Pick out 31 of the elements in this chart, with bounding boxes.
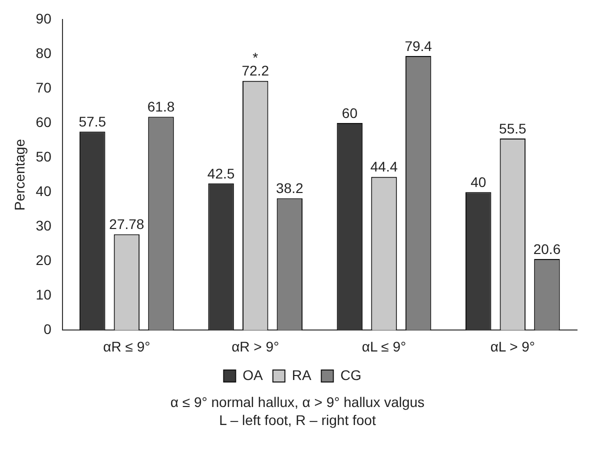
x-tick-label: αR > 9° — [232, 338, 280, 354]
data-label: 38.2 — [276, 180, 304, 196]
data-label: 42.5 — [207, 165, 235, 182]
y-tick-label: 80 — [36, 44, 52, 61]
data-label: 79.4 — [404, 38, 432, 54]
x-tick-label: αL ≤ 9° — [362, 338, 406, 354]
data-label: 60 — [342, 104, 358, 121]
data-label: 61.8 — [147, 98, 175, 115]
y-tick-label: 30 — [36, 217, 52, 234]
y-tick-label: 60 — [36, 114, 52, 130]
y-tick-label: 50 — [36, 148, 52, 164]
data-label: 57.5 — [78, 113, 106, 130]
text: L – left foot, R – right foot — [218, 411, 377, 429]
y-axis-title: Percentage — [11, 138, 28, 211]
legend-label: CG — [340, 366, 362, 383]
x-tick-label: αL > 9° — [490, 338, 536, 354]
data-label: 40 — [470, 174, 486, 190]
y-tick-label: 0 — [44, 321, 52, 338]
legend-label: OA — [242, 366, 264, 383]
y-tick-label: 10 — [36, 286, 52, 303]
y-tick-label: 90 — [36, 10, 52, 26]
data-label: 27.78 — [109, 216, 144, 232]
legend-label: RA — [292, 366, 312, 383]
x-tick-label: αR ≤ 9° — [103, 338, 150, 354]
text: α ≤ 9° normal hallux, α > 9° hallux valgus — [169, 393, 426, 411]
y-tick-label: 20 — [36, 252, 52, 268]
y-tick-label: 70 — [36, 79, 52, 96]
y-tick-label: 40 — [36, 182, 52, 199]
data-label: 44.4 — [370, 158, 398, 175]
data-label: 55.5 — [499, 120, 527, 136]
data-label: 20.6 — [533, 240, 561, 257]
